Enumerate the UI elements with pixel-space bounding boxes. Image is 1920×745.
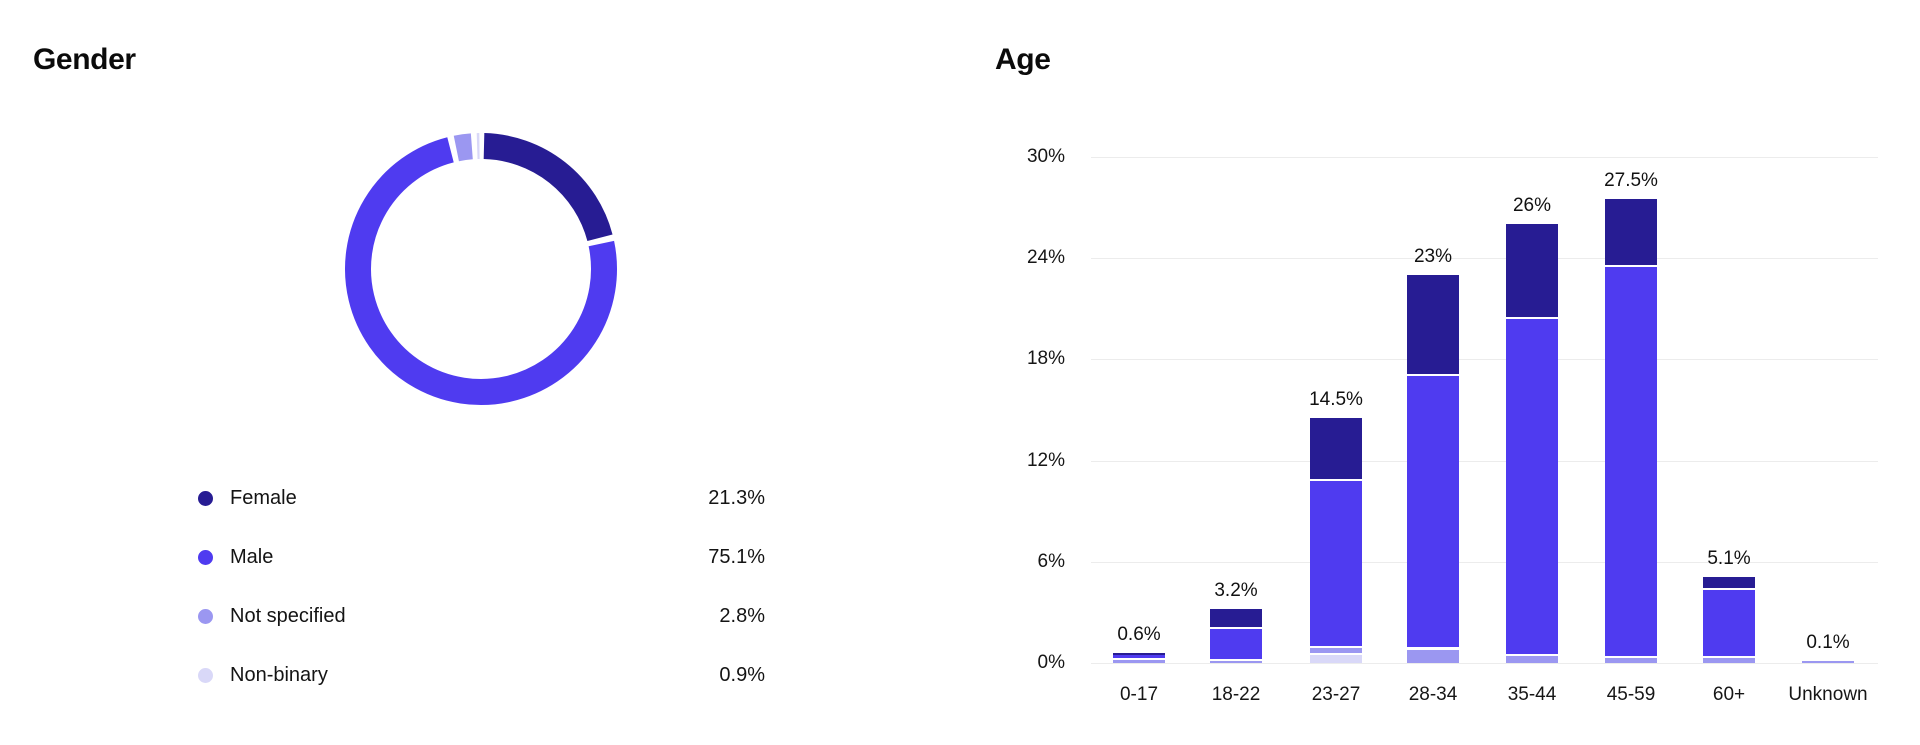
bar-value-label-60-: 5.1% [1707,547,1751,569]
y-axis-tick-0%: 0% [1037,652,1065,673]
gridline-18% [1091,359,1878,361]
bar-23-27-non-binary[interactable] [1310,654,1362,663]
legend-value: 21.3% [708,486,765,509]
bar-45-59-female[interactable] [1605,199,1657,267]
legend-label: Male [230,545,274,568]
bar-value-label-23-27: 14.5% [1309,389,1363,411]
y-axis-tick-12%: 12% [1026,449,1065,471]
legend-value: 75.1% [708,545,765,568]
male-swatch-icon [198,549,213,565]
bar-18-22-not-specified[interactable] [1210,661,1262,663]
bar-18-22-female[interactable] [1210,609,1262,630]
bar-0-17-not-specified[interactable] [1113,659,1165,663]
x-axis-tick-60-: 60+ [1712,684,1746,705]
donut-slice-female[interactable] [483,133,613,242]
bar-23-27-male[interactable] [1310,480,1362,648]
legend-item-male[interactable]: Male 75.1% [198,537,765,577]
legend-value: 0.9% [719,663,765,686]
bar-value-label-18-22: 3.2% [1214,580,1258,602]
bar-value-label-0-17: 0.6% [1117,623,1161,645]
x-axis-tick-unknown: Unknown [1788,684,1868,705]
bar-23-27-not-specified[interactable] [1310,647,1362,655]
not-specified-swatch-icon [198,608,213,624]
x-axis-tick-35-44: 35-44 [1507,684,1557,705]
bar-35-44-not-specified[interactable] [1506,656,1558,663]
bar-35-44-male[interactable] [1506,318,1558,657]
bar-28-34-male[interactable] [1407,376,1459,650]
bar-35-44-female[interactable] [1506,224,1558,319]
bar-28-34-not-specified[interactable] [1407,649,1459,663]
donut-slice-not-specified[interactable] [453,133,473,162]
bar-0-17-female[interactable] [1113,652,1165,656]
legend-item-not-specified[interactable]: Not specified 2.8% [198,596,765,636]
legend-value: 2.8% [719,604,765,627]
bar-60--not-specified[interactable] [1703,657,1755,663]
bar-45-59-not-specified[interactable] [1605,657,1657,663]
x-axis-tick-18-22: 18-22 [1211,684,1261,705]
non-binary-swatch-icon [198,667,213,683]
bar-28-34-female[interactable] [1407,274,1459,377]
gridline-0% [1091,663,1878,664]
bar-60--male[interactable] [1703,590,1755,658]
bar-23-27-female[interactable] [1310,418,1362,481]
gender-donut-chart [345,133,617,405]
y-axis-tick-6%: 6% [1037,550,1065,572]
gender-chart-title: Gender [33,43,136,76]
x-axis-tick-0-17: 0-17 [1119,684,1159,705]
gridline-30% [1091,156,1878,158]
gridline-12% [1091,460,1878,462]
bar-value-label-35-44: 26% [1512,195,1552,217]
y-axis-tick-24%: 24% [1026,247,1065,269]
bar-value-label-unknown: 0.1% [1806,632,1850,654]
y-axis-tick-30%: 30% [1026,145,1065,167]
bar-value-label-45-59: 27.5% [1604,170,1658,192]
legend-label: Female [230,486,297,509]
bar-unknown-not-specified[interactable] [1802,661,1854,663]
bar-18-22-male[interactable] [1210,629,1262,662]
x-axis-tick-28-34: 28-34 [1408,684,1458,705]
y-axis-tick-18%: 18% [1026,348,1065,370]
legend-item-non-binary[interactable]: Non-binary 0.9% [198,655,765,695]
bar-value-label-28-34: 23% [1413,245,1453,267]
gridline-24% [1091,258,1878,260]
legend-label: Not specified [230,604,346,627]
bar-45-59-male[interactable] [1605,266,1657,658]
bar-0-17-male[interactable] [1113,655,1165,660]
x-axis-tick-45-59: 45-59 [1606,684,1656,705]
gridline-6% [1091,561,1878,563]
bar-60--female[interactable] [1703,576,1755,591]
legend-label: Non-binary [230,663,328,686]
age-chart-title: Age [995,43,1051,76]
donut-slice-male[interactable] [345,137,617,405]
gender-legend: Female 21.3% Male 75.1% Not specified 2.8% Non… [198,478,765,714]
legend-item-female[interactable]: Female 21.3% [198,478,765,518]
female-swatch-icon [198,490,213,506]
x-axis-tick-23-27: 23-27 [1311,684,1361,705]
